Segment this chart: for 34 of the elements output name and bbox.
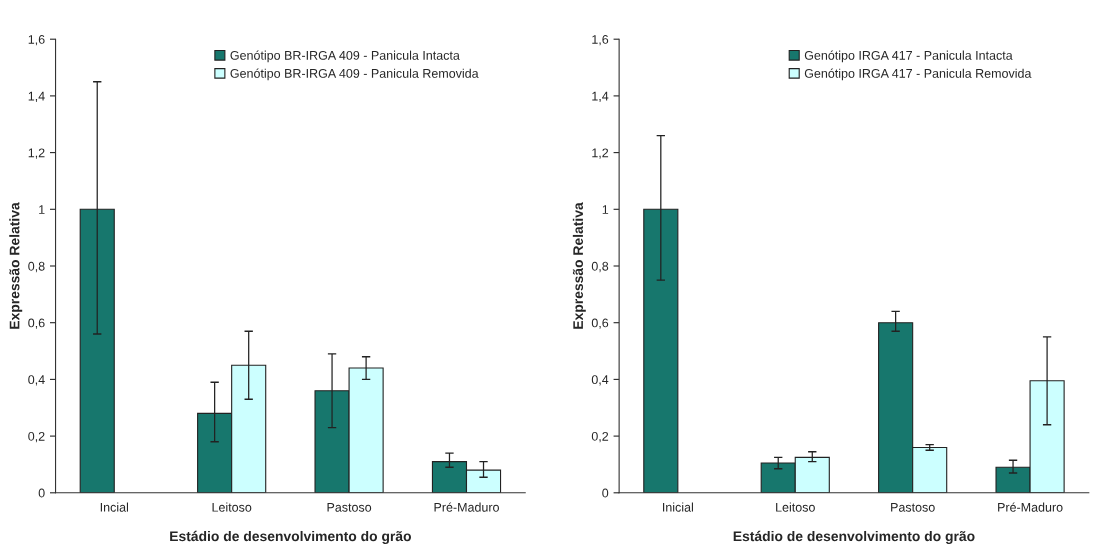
legend-label: Genótipo IRGA 417 - Panicula Removida bbox=[804, 68, 1032, 81]
y-tick-label: 0 bbox=[38, 488, 45, 498]
x-tick-label: Inicial bbox=[663, 502, 693, 512]
y-tick-label: 0,4 bbox=[28, 375, 45, 386]
y-tick-label: 0,6 bbox=[591, 318, 609, 329]
y-tick-label: 0,2 bbox=[28, 431, 45, 443]
y-axis-title: Expressão Relativa bbox=[572, 202, 586, 329]
y-tick-label: 0 bbox=[602, 488, 609, 498]
x-tick-label: Pré-Maduro bbox=[998, 502, 1063, 512]
legend-label: Genótipo IRGA 417 - Panicula Intacta bbox=[804, 50, 1013, 63]
x-tick-label: Pastoso bbox=[327, 502, 372, 512]
y-tick-label: 0,2 bbox=[591, 431, 609, 443]
y-tick-label: 1 bbox=[602, 205, 609, 214]
x-tick-label: Leitoso bbox=[212, 502, 252, 512]
legend-label: Genótipo BR-IRGA 409 - Panicula Removida bbox=[230, 68, 479, 81]
y-tick-label: 0,4 bbox=[591, 375, 609, 386]
y-tick-label: 1,2 bbox=[28, 148, 45, 159]
legend-label: Genótipo BR-IRGA 409 - Panicula Intacta bbox=[230, 50, 460, 63]
x-tick-label: Pré-Maduro bbox=[434, 502, 499, 512]
x-tick-label: Leitoso bbox=[776, 502, 815, 512]
y-tick-label: 0,6 bbox=[28, 318, 45, 329]
x-tick-label: Pastoso bbox=[891, 502, 935, 512]
x-axis-title: Estádio de desenvolvimento do grão bbox=[170, 530, 412, 544]
y-tick-label: 0,8 bbox=[28, 261, 45, 273]
y-tick-label: 1,6 bbox=[28, 35, 45, 46]
y-tick-label: 1,4 bbox=[592, 91, 609, 103]
y-tick-label: 1,4 bbox=[28, 91, 45, 103]
y-tick-label: 1 bbox=[39, 205, 45, 214]
y-axis-title: Expressão Relativa bbox=[9, 202, 23, 329]
y-tick-label: 1,2 bbox=[592, 148, 609, 159]
y-tick-label: 0,8 bbox=[591, 261, 609, 273]
y-tick-label: 1,6 bbox=[592, 35, 609, 46]
x-tick-label: Incial bbox=[100, 502, 129, 512]
x-axis-title: Estádio de desenvolvimento do grão bbox=[733, 530, 975, 544]
